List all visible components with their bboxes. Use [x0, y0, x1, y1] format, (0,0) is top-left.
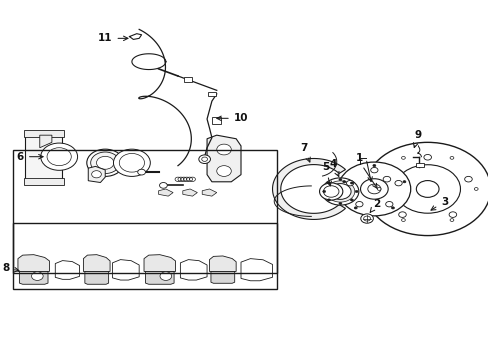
Text: 3: 3 — [430, 197, 447, 210]
Circle shape — [337, 162, 410, 216]
Polygon shape — [85, 271, 108, 284]
Circle shape — [47, 148, 71, 166]
Circle shape — [372, 165, 375, 167]
Circle shape — [354, 207, 356, 209]
Polygon shape — [40, 135, 52, 148]
Circle shape — [327, 182, 330, 184]
Circle shape — [449, 219, 453, 221]
Polygon shape — [272, 158, 345, 220]
Circle shape — [159, 183, 167, 188]
Circle shape — [385, 202, 392, 207]
Circle shape — [415, 181, 438, 197]
Circle shape — [355, 202, 362, 207]
Circle shape — [113, 149, 150, 176]
Circle shape — [31, 272, 43, 280]
Circle shape — [401, 219, 405, 221]
Polygon shape — [88, 166, 105, 183]
Bar — [24, 130, 63, 137]
Circle shape — [370, 167, 377, 173]
Circle shape — [364, 142, 488, 235]
Circle shape — [402, 181, 405, 183]
Polygon shape — [209, 256, 236, 271]
Polygon shape — [144, 255, 175, 271]
Circle shape — [41, 143, 78, 170]
Circle shape — [360, 179, 387, 199]
Circle shape — [321, 178, 358, 205]
Polygon shape — [206, 135, 241, 182]
Bar — [25, 134, 61, 180]
Polygon shape — [145, 271, 174, 284]
Circle shape — [325, 181, 354, 202]
Text: 1: 1 — [355, 153, 363, 163]
Polygon shape — [158, 189, 173, 196]
Bar — [207, 92, 215, 96]
Circle shape — [367, 184, 380, 194]
Circle shape — [354, 190, 357, 193]
Circle shape — [199, 155, 210, 163]
Circle shape — [363, 216, 370, 221]
Text: 2: 2 — [369, 199, 380, 212]
Circle shape — [342, 181, 345, 183]
Circle shape — [138, 169, 145, 175]
Text: 8: 8 — [2, 263, 19, 273]
Circle shape — [398, 212, 406, 217]
Circle shape — [216, 144, 231, 155]
Text: 9: 9 — [412, 130, 421, 148]
Circle shape — [394, 165, 460, 213]
Circle shape — [401, 157, 405, 159]
Bar — [13, 149, 277, 273]
Circle shape — [448, 212, 456, 217]
Circle shape — [327, 199, 330, 201]
Bar — [13, 223, 277, 289]
Circle shape — [350, 182, 353, 184]
Text: 11: 11 — [98, 33, 128, 43]
Circle shape — [464, 176, 471, 182]
Polygon shape — [202, 189, 216, 196]
Circle shape — [90, 152, 120, 174]
Polygon shape — [183, 189, 197, 196]
Text: 6: 6 — [17, 152, 43, 162]
Circle shape — [338, 179, 341, 181]
Bar — [415, 163, 423, 167]
Circle shape — [391, 207, 394, 209]
Polygon shape — [20, 271, 48, 284]
Circle shape — [160, 272, 171, 280]
Polygon shape — [18, 255, 49, 271]
Circle shape — [449, 157, 453, 159]
Circle shape — [394, 180, 401, 186]
Polygon shape — [210, 271, 234, 283]
Circle shape — [360, 214, 373, 223]
Polygon shape — [83, 255, 110, 271]
Bar — [183, 77, 191, 82]
Bar — [24, 178, 63, 185]
Circle shape — [376, 188, 380, 190]
Circle shape — [87, 149, 123, 176]
Circle shape — [216, 166, 231, 176]
Circle shape — [350, 199, 353, 201]
Circle shape — [329, 184, 350, 199]
Circle shape — [96, 156, 114, 169]
Circle shape — [323, 186, 338, 197]
Circle shape — [91, 171, 101, 178]
Circle shape — [338, 202, 341, 204]
Circle shape — [119, 153, 144, 172]
Circle shape — [346, 180, 353, 186]
Circle shape — [473, 188, 477, 190]
Circle shape — [322, 190, 325, 193]
Text: 10: 10 — [216, 113, 248, 123]
Circle shape — [423, 154, 430, 160]
Bar — [211, 117, 220, 125]
Text: 5: 5 — [322, 162, 331, 186]
Circle shape — [319, 183, 342, 200]
Text: 7: 7 — [300, 143, 309, 162]
Circle shape — [383, 176, 390, 182]
Circle shape — [202, 157, 207, 161]
Text: 4: 4 — [329, 159, 338, 176]
